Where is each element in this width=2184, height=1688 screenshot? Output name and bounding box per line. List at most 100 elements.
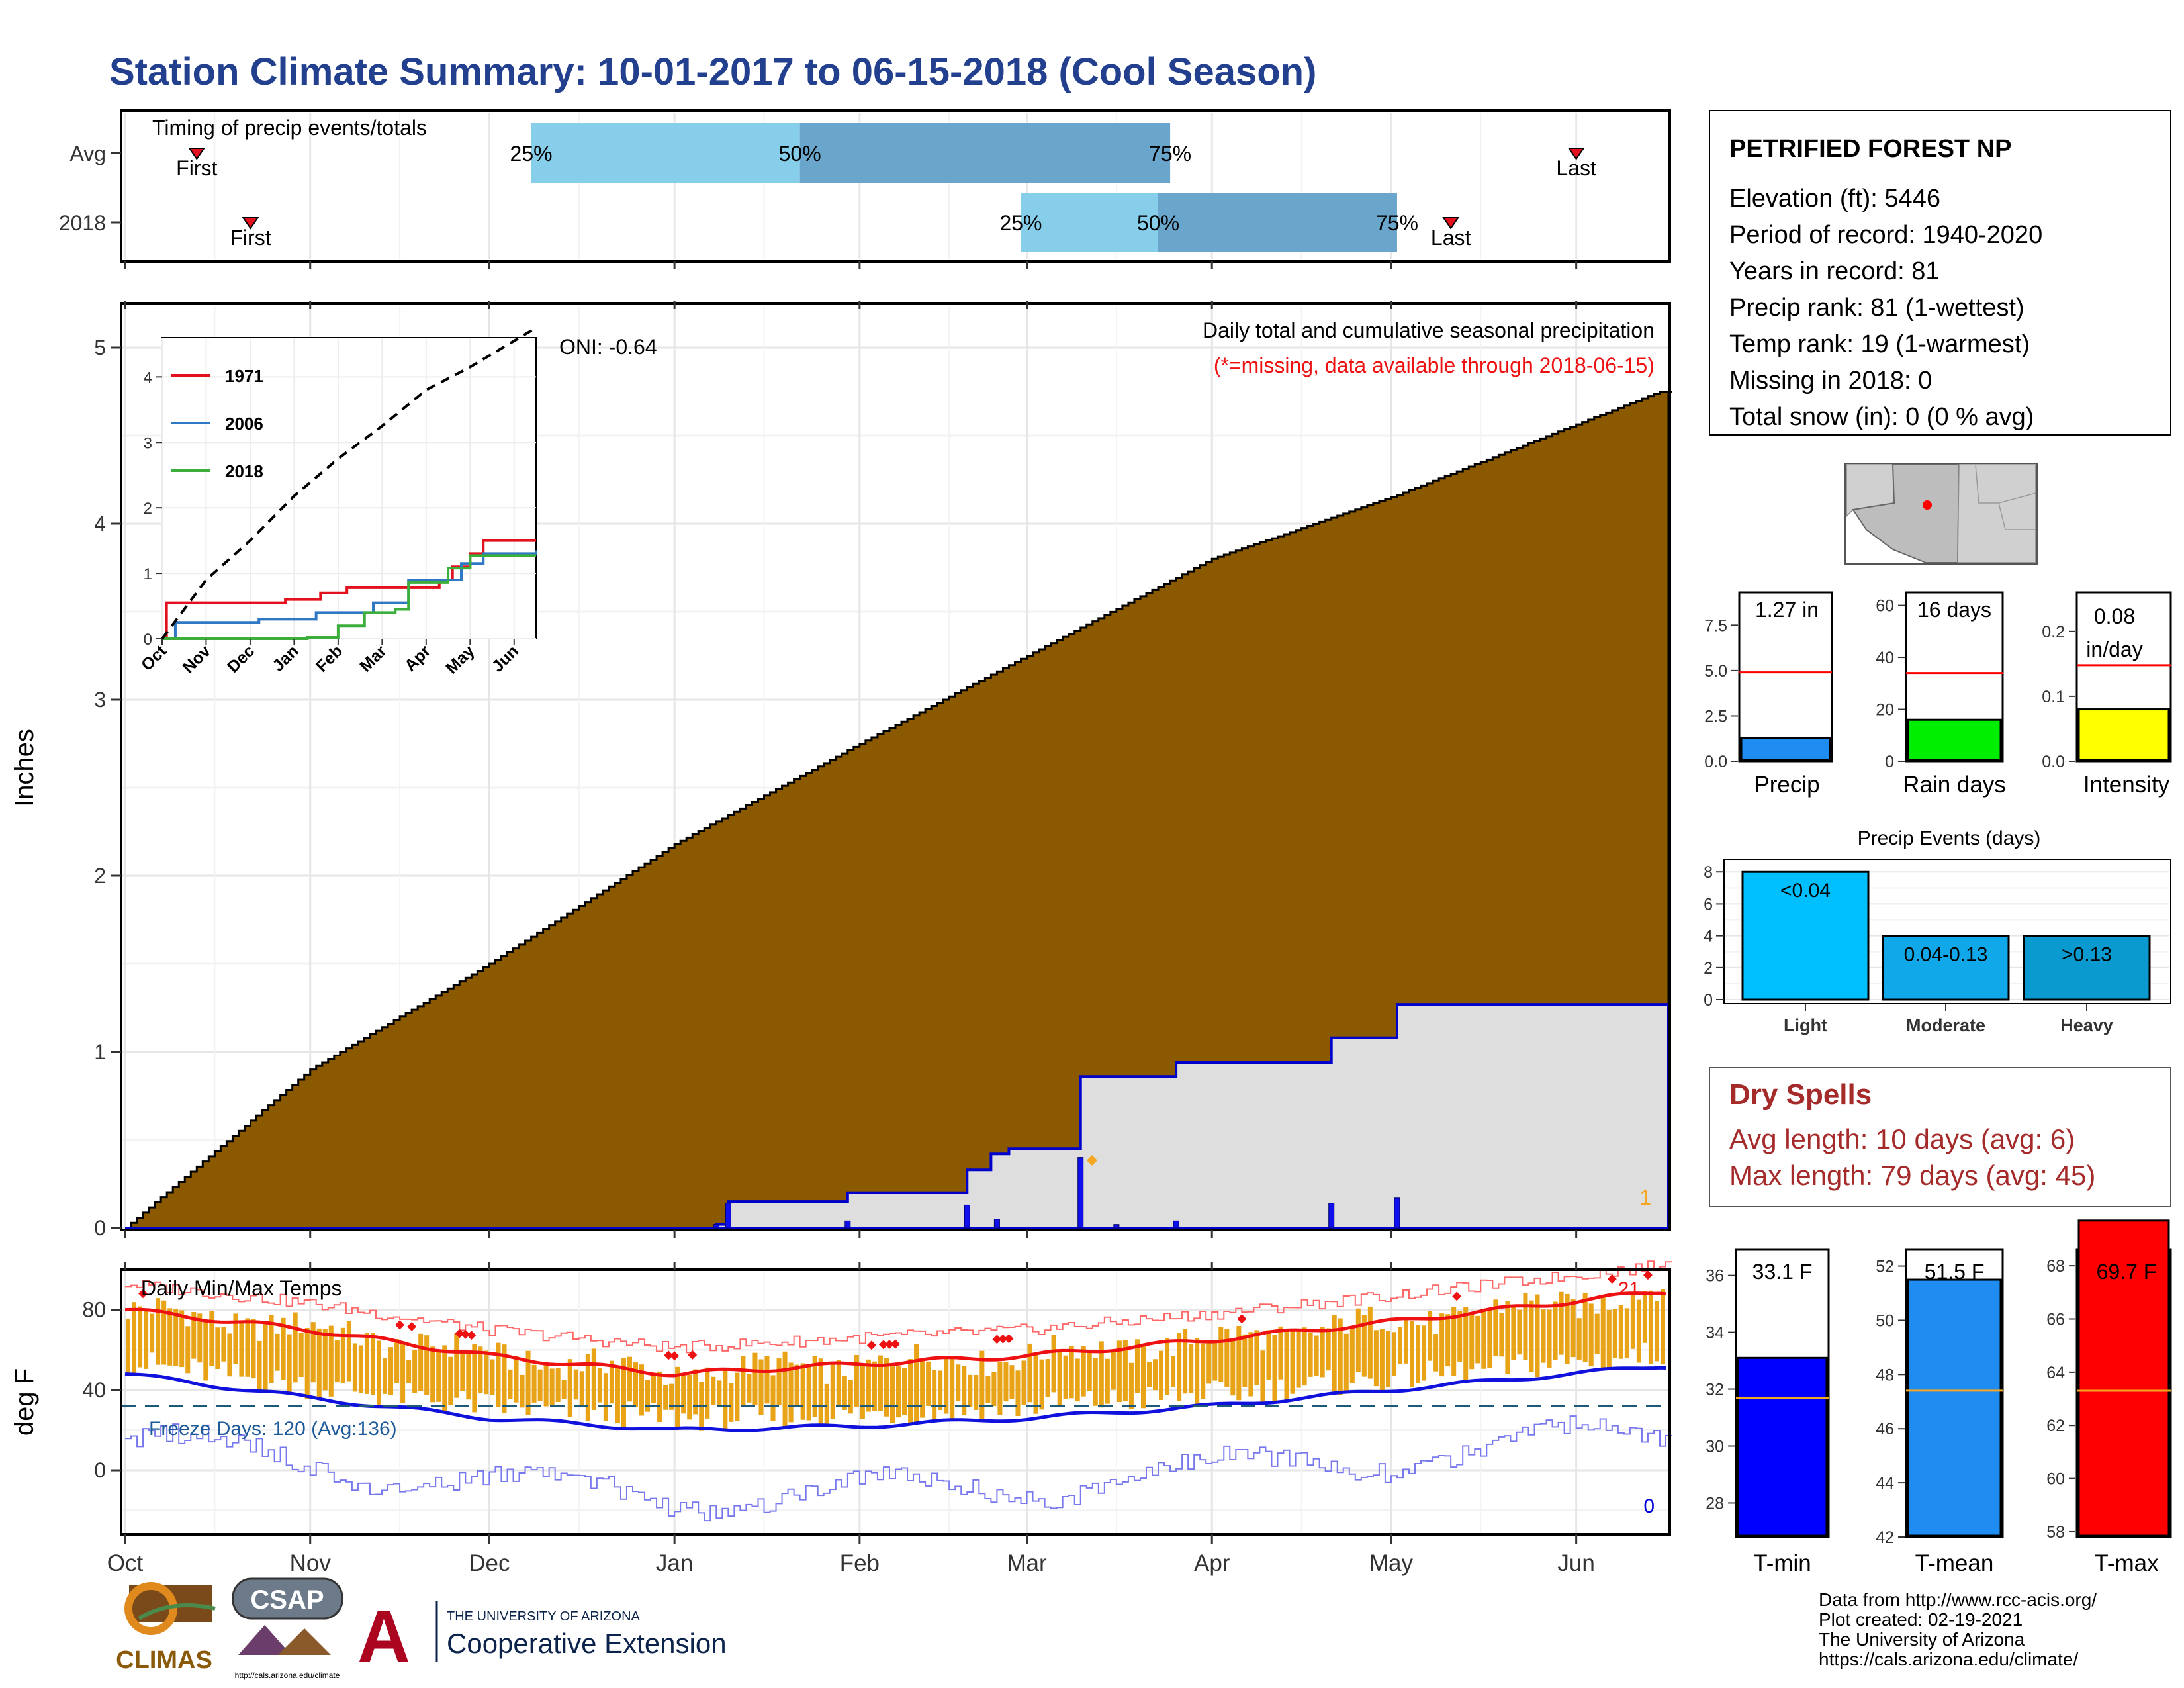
daily-temp-bar [1439, 1313, 1445, 1377]
inset-y-tick-label: 2 [144, 500, 152, 518]
record-high-marker [1643, 1270, 1653, 1280]
daily-temp-bar [1523, 1292, 1528, 1360]
climas-logo: CLIMAS [116, 1582, 216, 1674]
daily-temp-bar [872, 1361, 877, 1411]
month-axis: Oct Nov Dec Jan Feb Mar Apr May Jun [107, 1262, 1595, 1576]
daily-temp-bar [1565, 1293, 1570, 1364]
tmax-summary-tick-label: 64 [2046, 1364, 2065, 1382]
daily-precip-bar [1394, 1197, 1400, 1229]
events-title: Precip Events (days) [1858, 827, 2041, 849]
daily-temp-bar [263, 1324, 268, 1392]
daily-temp-bar [549, 1368, 555, 1405]
tmean-summary-tick-label: 44 [1876, 1474, 1894, 1493]
daily-temp-bar [1254, 1330, 1259, 1385]
tmin-summary-tick-label: 34 [1706, 1324, 1724, 1342]
daily-temp-bar [245, 1318, 250, 1377]
daily-temp-bar [956, 1364, 961, 1402]
daily-temp-bar [633, 1362, 638, 1407]
daily-temp-bar [1636, 1299, 1641, 1363]
daily-temp-bar [233, 1313, 238, 1364]
daily-temp-bar [454, 1333, 459, 1398]
timing-bars: First Last 25% 50% 75% First Last 25% 50% 75% [176, 123, 1596, 252]
record-high-marker [1607, 1274, 1617, 1284]
daily-temp-bar [991, 1371, 997, 1407]
daily-temp-bar [812, 1356, 817, 1417]
daily-temp-bar [424, 1335, 430, 1395]
daily-temp-bar [543, 1364, 549, 1407]
daily-temp-bar [1296, 1331, 1301, 1388]
daily-temp-bar [997, 1362, 1003, 1415]
daily-temp-bar [979, 1350, 985, 1422]
svg-text:A: A [357, 1596, 410, 1677]
timing-panel: First Last 25% 50% 75% First Last 25% 50% 75% Tim… [59, 109, 1671, 269]
temp-y-tick-label: 40 [82, 1378, 106, 1402]
locator-map [1844, 463, 2038, 565]
daily-temp-bar [938, 1370, 943, 1411]
inset-frame [161, 337, 537, 639]
record-high-marker [138, 1289, 148, 1299]
daily-temp-bar [962, 1366, 967, 1415]
daily-temp-bar [1266, 1330, 1271, 1380]
daily-temp-bar [412, 1349, 418, 1393]
events-bar-range: >0.13 [2062, 944, 2112, 966]
first-event-label: First [176, 156, 217, 180]
intensity-summary-tick-label: 0.0 [2042, 753, 2065, 771]
daily-temp-bar [818, 1358, 823, 1425]
daily-temp-bar [203, 1321, 208, 1381]
timing-bar-q50-q75 [799, 123, 1171, 183]
credit-plot-created: Plot created: 02-19-2021 [1819, 1609, 2023, 1630]
daily-temp-bar [215, 1327, 220, 1369]
daily-temp-bar [394, 1338, 400, 1383]
daily-temp-bar [1027, 1343, 1032, 1403]
precip-summary-tick-label: 0.0 [1704, 753, 1727, 771]
daily-temp-bar [884, 1358, 889, 1417]
daily-temp-bar [1511, 1305, 1516, 1360]
daily-temp-bar [866, 1359, 871, 1412]
record-high-marker [1237, 1314, 1247, 1324]
tmean-summary-tick-label: 48 [1876, 1366, 1894, 1384]
inset-series-2018 [162, 554, 536, 640]
daily-temp-bar [657, 1371, 662, 1422]
tmin-bar-label: T-min [1753, 1550, 1811, 1576]
station-name: PETRIFIED FOREST NP [1729, 135, 2011, 163]
daily-temp-bar [1410, 1320, 1415, 1388]
daily-temp-bar [1475, 1315, 1480, 1364]
precip-summary-value-bar [1740, 737, 1831, 761]
daily-temp-bar [1105, 1358, 1110, 1404]
daily-temp-bar [1189, 1344, 1194, 1393]
daily-temp-bar [1642, 1291, 1647, 1343]
daily-temp-bar [1361, 1315, 1367, 1377]
daily-temp-bar [1343, 1333, 1349, 1391]
daily-temp-bar [227, 1333, 232, 1377]
temp-y-tick-label: 0 [94, 1458, 106, 1482]
daily-temp-bar [1463, 1307, 1469, 1383]
daily-temp-bar [1003, 1362, 1009, 1402]
inset-y-tick-label: 4 [144, 369, 152, 387]
daily-temp-bar [944, 1356, 949, 1414]
daily-temp-bar [1165, 1338, 1170, 1395]
record-high-count: 21 [1618, 1278, 1640, 1300]
daily-temp-bar [1517, 1309, 1522, 1355]
daily-precip-bar [1113, 1224, 1120, 1229]
daily-temp-bar [346, 1321, 351, 1382]
daily-temp-bar [639, 1364, 645, 1416]
daily-temp-bar [687, 1374, 692, 1420]
daily-temp-bar [1487, 1309, 1492, 1368]
rain-days-summary-tick-label: 60 [1876, 597, 1894, 616]
events-bar-range: <0.04 [1780, 880, 1831, 902]
daily-temp-bar [711, 1376, 716, 1405]
daily-temp-bar [1093, 1358, 1098, 1406]
inset-y-tick-label: 3 [144, 434, 152, 452]
daily-temp-bar [334, 1340, 340, 1383]
daily-temp-bar [514, 1356, 519, 1403]
tmax-summary-tick-label: 60 [2046, 1470, 2065, 1489]
daily-temp-bar [406, 1360, 412, 1383]
precip-summary-tick-label: 5.0 [1704, 662, 1727, 680]
timing-bar-q50-q75 [1158, 193, 1397, 252]
month-tick-label: Jan [656, 1550, 693, 1576]
daily-temp-bar [603, 1373, 608, 1421]
tmean-bar-label: T-mean [1915, 1550, 1994, 1576]
precip-y-tick-label: 5 [94, 336, 106, 359]
daily-temp-bar [1588, 1303, 1594, 1367]
